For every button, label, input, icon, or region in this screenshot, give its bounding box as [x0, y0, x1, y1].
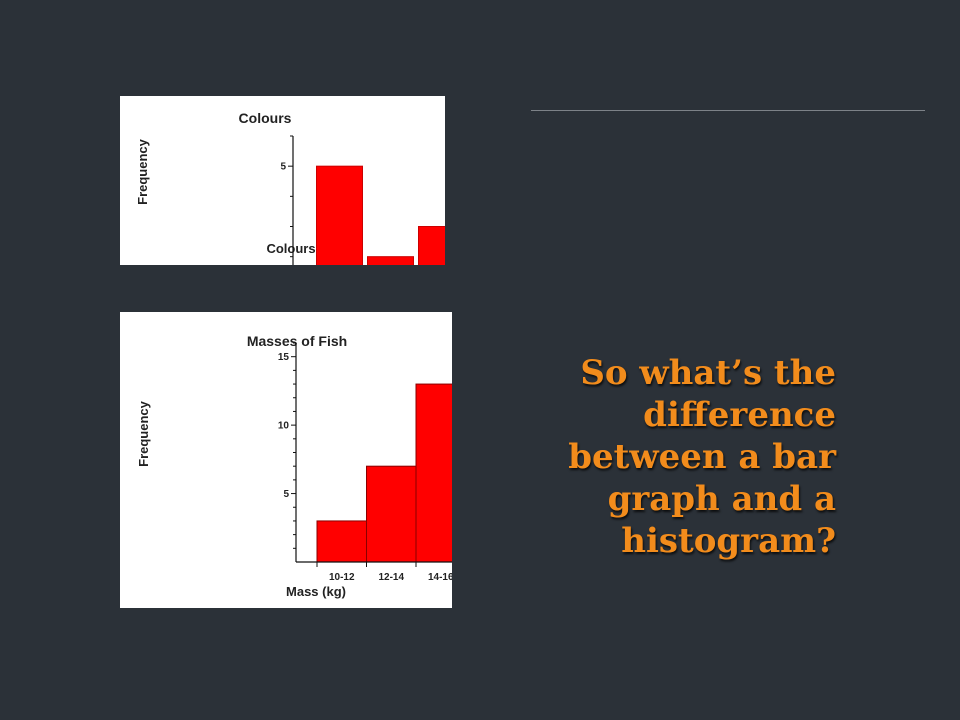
y-tick-label: 15: [278, 352, 290, 363]
slide-headline: So what’s the difference between a bar g…: [568, 353, 836, 561]
title-divider-line: [531, 110, 925, 111]
y-axis-label: Frequency: [136, 400, 151, 467]
fish-chart-svg: Masses of Fish Mass (kg) Frequency 5 10 15…: [136, 333, 452, 599]
y-tick-label: 5: [280, 162, 286, 173]
y-axis-label: Frequency: [135, 138, 150, 205]
x-tick-label: 10-12: [329, 572, 355, 583]
bar-10-12: [316, 520, 367, 563]
bar-12-14: [366, 465, 417, 563]
chart-title: Colours: [239, 110, 292, 126]
bar-red: [367, 256, 414, 265]
x-axis-label: Mass (kg): [286, 584, 346, 599]
colours-bar-chart: Colours Colours Frequency 5BlueRedYellow…: [120, 96, 445, 265]
x-tick-label: 14-16: [428, 572, 452, 583]
bar-14-16: [415, 383, 452, 563]
bar-blue: [316, 165, 363, 265]
y-tick-label: 5: [283, 489, 289, 500]
x-tick-label: 12-14: [378, 572, 404, 583]
x-axis-label: Colours: [266, 241, 315, 256]
chart-title: Masses of Fish: [247, 333, 347, 349]
bar-yellow: [418, 226, 445, 265]
fish-mass-histogram: Masses of Fish Mass (kg) Frequency 5 10 15…: [120, 312, 452, 608]
colours-chart-svg: Colours Colours Frequency 5BlueRedYellow…: [135, 110, 445, 265]
y-tick-label: 10: [278, 421, 290, 432]
